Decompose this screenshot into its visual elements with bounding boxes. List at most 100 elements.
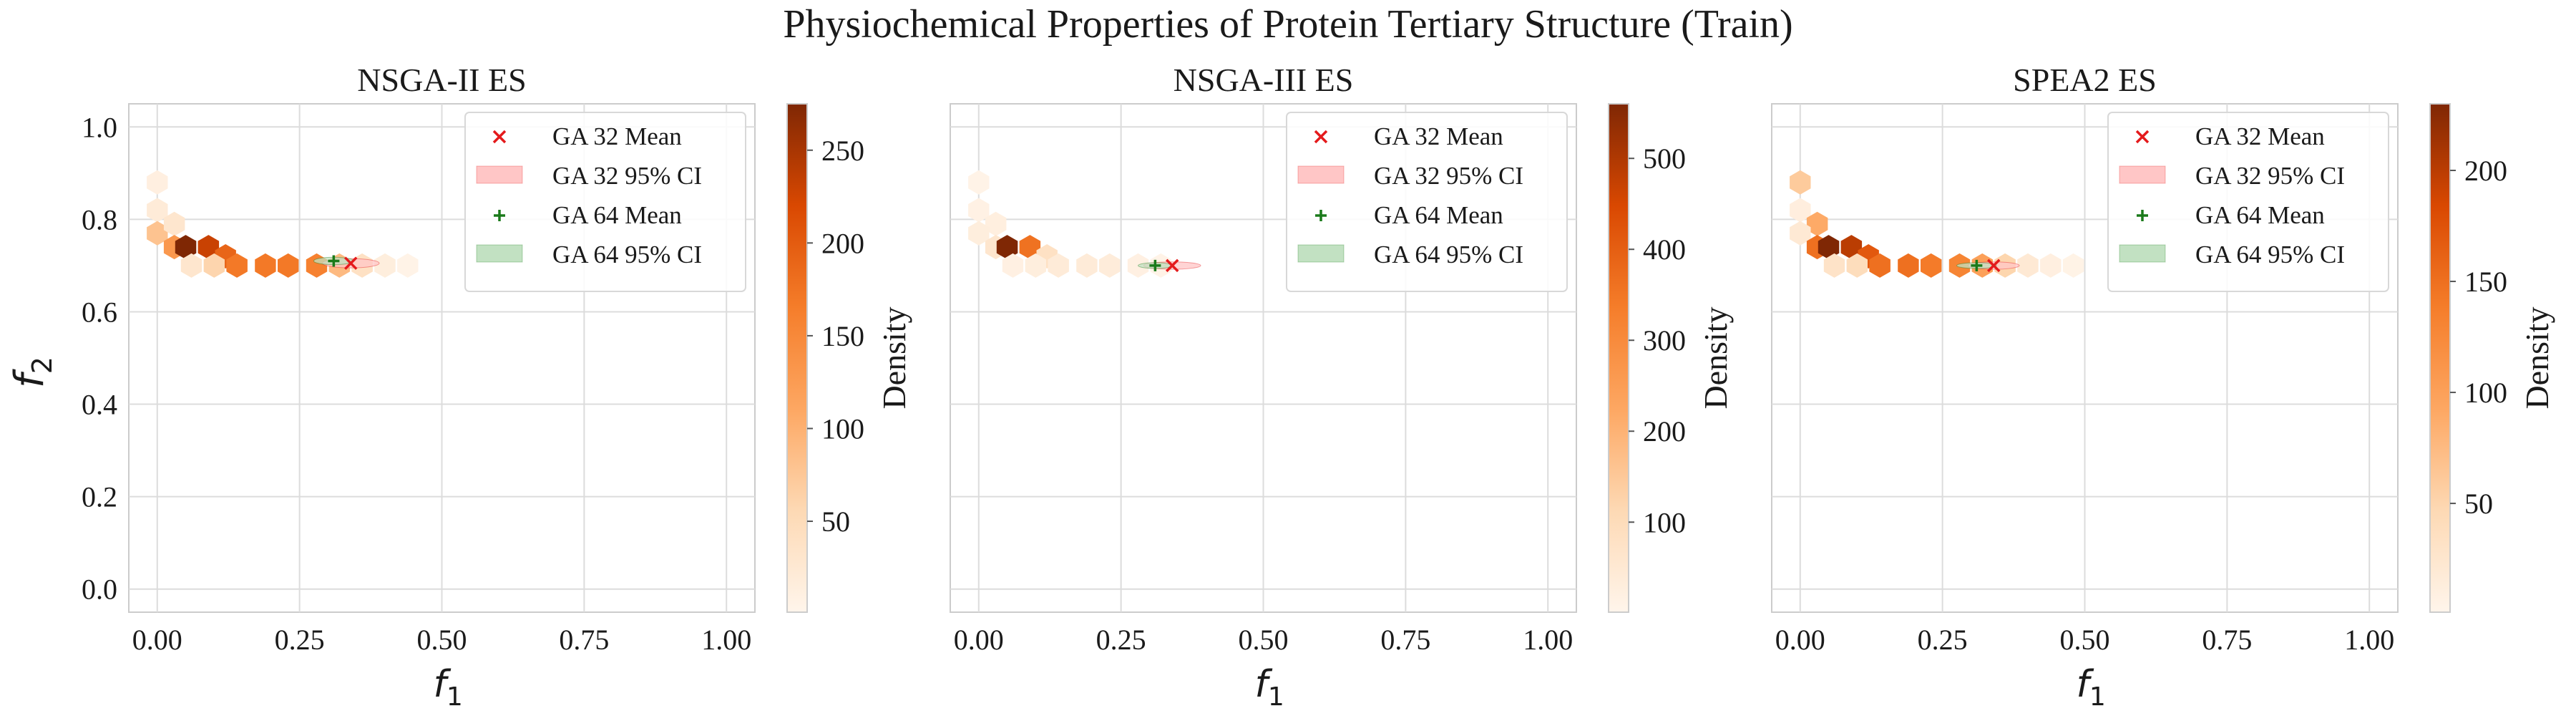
colorbar-tick-label: 200 [2464,155,2507,187]
colorbar-tick-label: 250 [821,135,864,167]
x-tick-label: 0.00 [132,624,182,656]
hexbin [1790,170,1811,195]
y-tick-label: 1.0 [82,111,117,143]
hexbin [2040,253,2062,278]
y-tick-label: 0.4 [82,389,117,421]
ga64-mean-marker [1149,259,1161,271]
hexbin [1099,253,1121,278]
panel-2: 0.00 0.25 0.50 0.75 1.00 GA 32 Mean GA 32 95% … [950,62,1734,712]
colorbar-tick-label: 200 [821,227,864,259]
hexbin [1840,235,1863,260]
legend-ga32-ci-swatch [476,165,523,184]
x-axis-label: f1 [434,663,463,712]
colorbar-label: Density [876,306,912,409]
legend-box [464,112,746,292]
hexbin [147,198,168,223]
legend-ga32-mean-label: GA 32 Mean [2195,122,2325,150]
hexbin [2017,253,2039,278]
legend-ga64-ci-label: GA 64 95% CI [1374,241,1523,268]
hexbin [397,253,419,278]
x-tick-label: 0.25 [1918,624,1968,656]
colorbar-tick-label: 150 [2464,266,2507,298]
y-tick-label: 0.0 [82,574,117,606]
hexbin [1048,253,1069,278]
hexbin [374,253,396,278]
legend-ga32-mean-label: GA 32 Mean [1374,122,1503,150]
hexbin [175,235,197,260]
x-tick-label: 0.75 [2202,624,2252,656]
colorbar-tick-label: 100 [821,412,864,445]
legend-ga32-mean-label: GA 32 Mean [552,122,682,150]
x-axis-label: f1 [2077,663,2106,712]
hexbin [985,211,1007,236]
colorbar-tick-label: 50 [2464,488,2493,520]
x-tick-label: 0.75 [559,624,609,656]
colorbar-tick-label: 400 [1643,233,1686,266]
hexbin [1790,221,1811,246]
legend-ga32-ci-label: GA 32 95% CI [2195,162,2345,190]
legend-ga64-mean-icon [494,210,505,221]
figure-title: Physiochemical Properties of Protein Ter… [783,2,1792,47]
panel-3: 0.00 0.25 0.50 0.75 1.00 GA 32 Mean GA 32 95% … [1771,62,2555,712]
legend-ga64-ci-label: GA 64 95% CI [2195,241,2345,268]
hexbin [1898,253,1919,278]
x-tick-label: 0.50 [417,624,467,656]
hexbin [1806,211,1828,236]
legend: GA 32 Mean GA 32 95% CI GA 64 Mean GA 64 95… [2107,112,2389,292]
hexbin [278,253,299,278]
hexbin [2062,253,2084,278]
legend-ga64-ci-swatch [1297,244,1345,263]
colorbar [786,103,808,613]
hexbin [1025,253,1046,278]
legend-ga64-mean-icon [1315,210,1327,221]
colorbar [1608,103,1629,613]
colorbar-tick-label: 300 [1643,324,1686,357]
x-tick-label: 1.00 [1523,624,1573,656]
legend-ga64-mean-label: GA 64 Mean [552,201,682,229]
hexbin [203,253,225,278]
colorbar-label: Density [2519,306,2555,409]
hexbin [197,235,220,260]
legend-ga32-mean-icon [2135,130,2150,144]
hexbin [1818,235,1840,260]
colorbar-tick-label: 500 [1643,142,1686,175]
x-tick-label: 1.00 [2344,624,2394,656]
x-tick-label: 0.75 [1380,624,1430,656]
ga64-mean-marker [328,255,340,267]
colorbar-tick-label: 50 [821,505,850,538]
legend-ga64-mean-icon [2137,210,2148,221]
panel-title: SPEA2 ES [2013,62,2157,98]
x-tick-label: 1.00 [701,624,751,656]
hexbin [255,253,276,278]
x-tick-label: 0.25 [275,624,325,656]
x-tick-label: 0.00 [954,624,1004,656]
legend-ga64-mean-label: GA 64 Mean [1374,201,1503,229]
legend: GA 32 Mean GA 32 95% CI GA 64 Mean GA 64 95… [464,112,746,292]
legend-ga64-ci-label: GA 64 95% CI [552,241,702,268]
y-tick-label: 0.2 [82,481,117,513]
y-tick-label: 0.8 [82,203,117,236]
hexbin [1846,253,1868,278]
colorbar-tick-label: 150 [821,320,864,352]
hexbin [1823,253,1845,278]
hexbin [1002,253,1024,278]
colorbar-tick-label: 200 [1643,415,1686,448]
panel-title: NSGA-III ES [1174,62,1354,98]
legend-ga32-ci-swatch [1297,165,1345,184]
hexbin [968,221,990,246]
hexbin [968,170,990,195]
legend-ga64-ci-swatch [2119,244,2166,263]
legend: GA 32 Mean GA 32 95% CI GA 64 Mean GA 64 95… [1286,112,1568,292]
legend-box [1286,112,1568,292]
hexbin [1869,253,1890,278]
hexbin [1921,253,1942,278]
x-tick-label: 0.25 [1096,624,1146,656]
panel-title: NSGA-II ES [357,62,526,98]
legend-ga32-mean-icon [492,130,507,144]
ga64-mean-marker [1971,259,1983,271]
y-axis-label: f2 [6,357,58,388]
x-tick-label: 0.50 [2060,624,2110,656]
ga32-mean-marker [1165,258,1179,273]
hexbin [147,221,168,246]
